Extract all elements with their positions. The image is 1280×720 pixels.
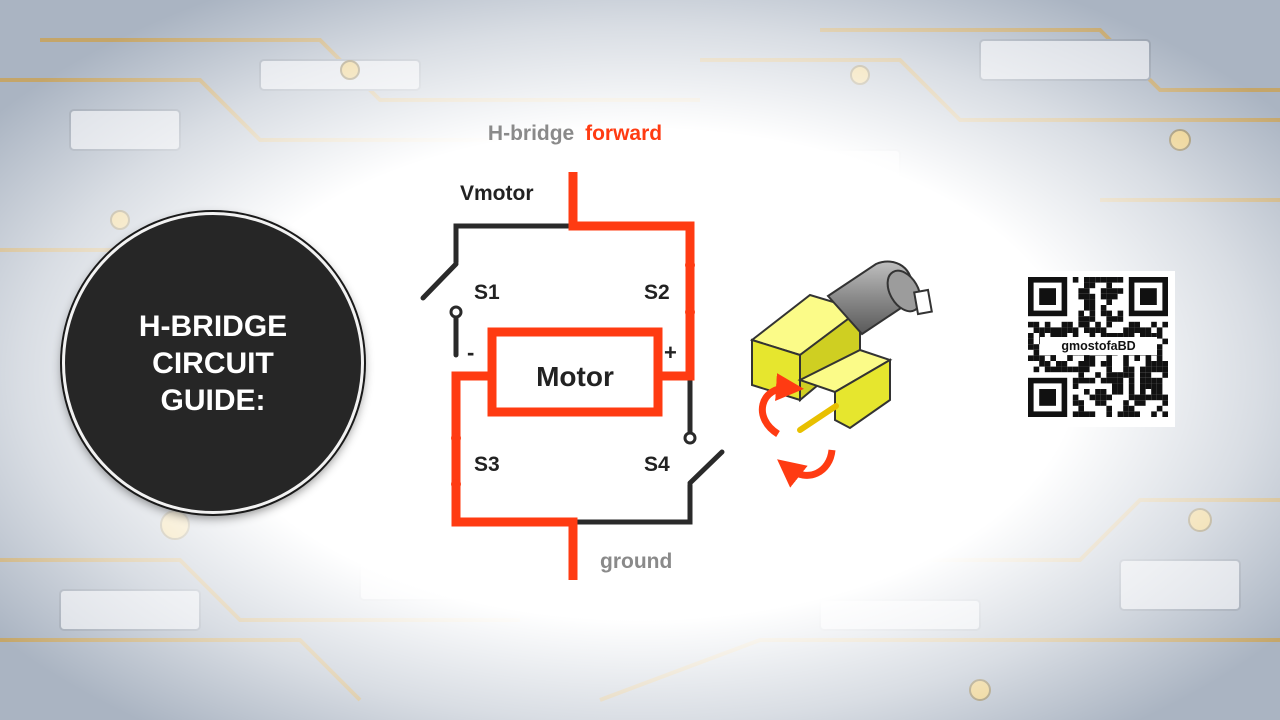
title-forward: forward: [585, 122, 662, 145]
h-bridge-diagram: H-bridge forward Vmotor Motor - + S1: [420, 122, 725, 580]
switch-s4-label: S4: [644, 453, 670, 476]
s4-bottom-wire: [570, 482, 693, 525]
vmotor-label: Vmotor: [460, 182, 534, 205]
switch-s3-label: S3: [474, 453, 500, 476]
ground-return: [451, 371, 578, 580]
geared-motor-illustration: [749, 260, 933, 488]
switch-s1-label: S1: [474, 281, 500, 304]
motor-plus-label: +: [664, 340, 677, 365]
badge-line-3: GUIDE:: [160, 383, 266, 417]
diagram-title: H-bridge forward: [488, 122, 662, 145]
s4-switch-blade: [687, 449, 725, 486]
motor-label: Motor: [536, 361, 614, 392]
s1-switch-blade: [420, 261, 459, 301]
switch-s2-label: S2: [644, 281, 670, 304]
vmotor-feed: [568, 172, 695, 381]
title-h-bridge: H-bridge: [488, 122, 574, 145]
s1-top-wire: [453, 223, 576, 265]
motor-box: [487, 327, 663, 417]
s4-contact: [683, 431, 697, 445]
badge-title: H-BRIDGE CIRCUIT GUIDE:: [139, 308, 287, 419]
title-badge: H-BRIDGE CIRCUIT GUIDE:: [62, 212, 364, 514]
motor-minus-label: -: [467, 340, 474, 365]
s1-contact: [449, 305, 463, 319]
badge-line-2: CIRCUIT: [152, 346, 274, 380]
badge-line-1: H-BRIDGE: [138, 309, 288, 343]
active-current-path: [451, 172, 695, 580]
wire-joints: [451, 260, 695, 489]
ground-label: ground: [600, 550, 672, 573]
qr-label: gmostofaBD: [1040, 337, 1157, 355]
